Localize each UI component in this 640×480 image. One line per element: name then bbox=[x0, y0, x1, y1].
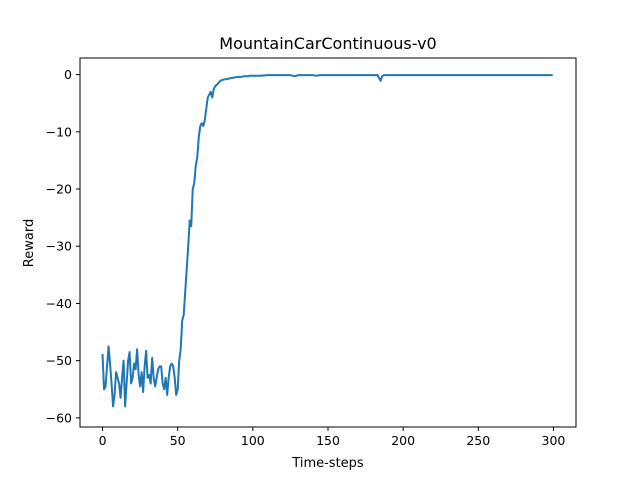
x-tick-label: 300 bbox=[542, 433, 566, 448]
y-tick-label: −10 bbox=[46, 124, 72, 139]
y-axis-ticks: 0 −10 −20 −30 −40 −50 −60 bbox=[46, 67, 80, 425]
x-tick-label: 50 bbox=[170, 433, 186, 448]
y-tick-label: −60 bbox=[46, 410, 72, 425]
chart-title: MountainCarContinuous-v0 bbox=[219, 34, 436, 53]
y-tick-label: −40 bbox=[46, 296, 72, 311]
x-tick-label: 250 bbox=[466, 433, 490, 448]
x-axis-label: Time-steps bbox=[291, 456, 364, 471]
y-tick-label: −30 bbox=[46, 239, 72, 254]
y-tick-label: −50 bbox=[46, 353, 72, 368]
x-tick-label: 0 bbox=[99, 433, 107, 448]
y-tick-label: −20 bbox=[46, 182, 72, 197]
x-tick-label: 150 bbox=[316, 433, 340, 448]
x-tick-label: 200 bbox=[391, 433, 415, 448]
y-axis-label: Reward bbox=[22, 219, 37, 267]
series-line bbox=[101, 74, 553, 408]
plot-frame bbox=[79, 57, 577, 428]
x-axis-ticks: 0 50 100 150 200 250 300 bbox=[99, 427, 566, 448]
x-tick-label: 100 bbox=[241, 433, 265, 448]
y-tick-label: 0 bbox=[64, 67, 72, 82]
